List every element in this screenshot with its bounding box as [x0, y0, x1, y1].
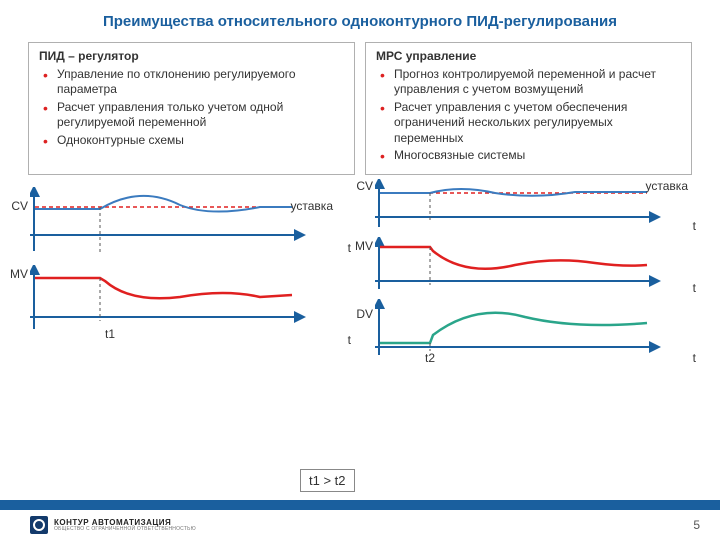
- mv-axis-label: MV: [355, 239, 373, 253]
- list-item: Расчет управления только учетом одной ре…: [43, 100, 344, 131]
- footer: КОНТУР АВТОМАТИЗАЦИЯ ОБЩЕСТВО С ОГРАНИЧЕ…: [0, 510, 720, 540]
- right-mv-chart: MV t: [375, 237, 700, 297]
- setpoint-label: уставка: [291, 199, 333, 213]
- right-cv-chart: CV уставка t: [375, 179, 700, 235]
- list-item: Многосвязные системы: [380, 148, 681, 164]
- t-axis-label: t: [693, 281, 696, 295]
- logo: КОНТУР АВТОМАТИЗАЦИЯ ОБЩЕСТВО С ОГРАНИЧЕ…: [30, 516, 196, 534]
- right-panel-list: Прогноз контролируемой переменной и расч…: [376, 67, 681, 165]
- compare-box: t1 > t2: [300, 469, 355, 492]
- right-panel: МРС управление Прогноз контролируемой пе…: [365, 42, 692, 176]
- slide-title: Преимущества относительного одноконтурно…: [0, 0, 720, 36]
- right-panel-title: МРС управление: [376, 49, 681, 63]
- right-mv-svg: [375, 237, 665, 293]
- charts-area: CV уставка t MV: [0, 179, 720, 367]
- left-cv-svg: [30, 187, 310, 257]
- t-axis-label: t: [348, 241, 351, 255]
- t-axis-label: t: [348, 333, 351, 347]
- mv-axis-label: MV: [10, 267, 28, 281]
- right-dv-svg: [375, 299, 665, 359]
- page-number: 5: [693, 518, 700, 532]
- left-panel-title: ПИД – регулятор: [39, 49, 344, 63]
- t1-label: t1: [105, 327, 115, 341]
- logo-text: КОНТУР АВТОМАТИЗАЦИЯ ОБЩЕСТВО С ОГРАНИЧЕ…: [54, 519, 196, 532]
- footer-bar: [0, 500, 720, 510]
- right-cv-svg: [375, 179, 665, 231]
- list-item: Одноконтурные схемы: [43, 133, 344, 149]
- left-panel-list: Управление по отклонению регулируемого п…: [39, 67, 344, 149]
- right-dv-chart: DV t t2: [375, 299, 700, 365]
- t2-label: t2: [425, 351, 435, 365]
- left-cv-chart: CV уставка t: [30, 187, 355, 263]
- left-panel: ПИД – регулятор Управление по отклонению…: [28, 42, 355, 176]
- left-charts-col: CV уставка t MV: [30, 179, 355, 367]
- list-item: Прогноз контролируемой переменной и расч…: [380, 67, 681, 98]
- left-mv-svg: [30, 265, 310, 335]
- t-axis-label: t: [693, 351, 696, 365]
- t-axis-label: t: [693, 219, 696, 233]
- dv-axis-label: DV: [355, 307, 373, 321]
- list-item: Управление по отклонению регулируемого п…: [43, 67, 344, 98]
- logo-line2: ОБЩЕСТВО С ОГРАНИЧЕННОЙ ОТВЕТСТВЕННОСТЬЮ: [54, 527, 196, 532]
- logo-icon: [30, 516, 48, 534]
- setpoint-label: уставка: [646, 179, 688, 193]
- cv-axis-label: CV: [10, 199, 28, 213]
- list-item: Расчет управления с учетом обеспечения о…: [380, 100, 681, 147]
- right-charts-col: CV уставка t MV t DV: [375, 179, 700, 367]
- cv-axis-label: CV: [355, 179, 373, 193]
- left-mv-chart: MV t t1: [30, 265, 355, 355]
- panels-row: ПИД – регулятор Управление по отклонению…: [0, 36, 720, 180]
